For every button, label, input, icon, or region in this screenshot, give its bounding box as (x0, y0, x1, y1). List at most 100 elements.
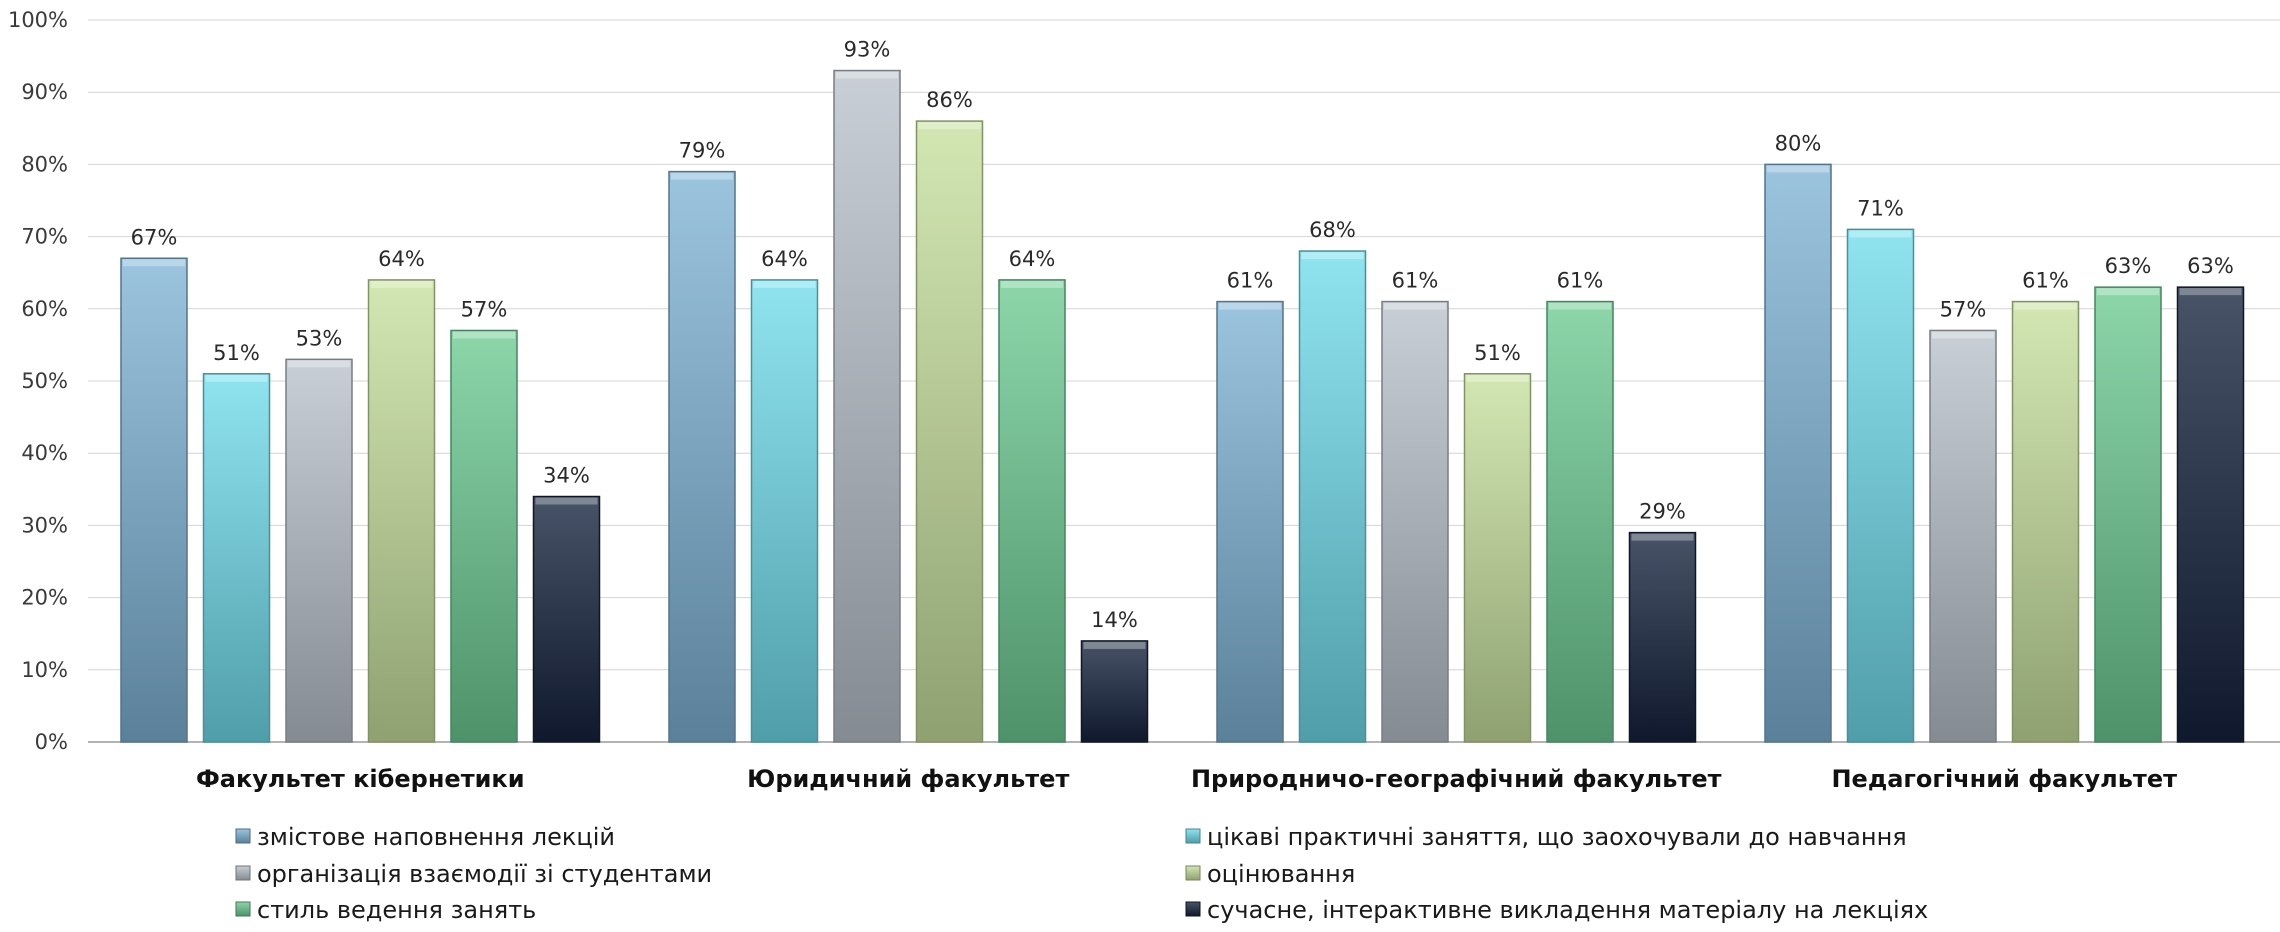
data-label: 57% (1940, 297, 1987, 321)
bar-highlight (1384, 302, 1446, 310)
bar-highlight (753, 280, 816, 288)
y-tick-label: 90% (21, 80, 68, 104)
y-tick-label: 50% (21, 369, 68, 393)
data-label: 93% (844, 38, 891, 62)
bars (120, 69, 2245, 743)
data-label: 61% (1557, 269, 1604, 293)
data-label: 86% (926, 88, 973, 112)
data-label: 51% (213, 341, 260, 365)
bar-highlight (918, 122, 981, 130)
bar-highlight (836, 71, 898, 79)
legend-swatch (1185, 901, 1201, 917)
bar (2094, 286, 2162, 743)
data-label: 71% (1857, 196, 1904, 220)
data-labels: 67% 51% 53% 64% 57% 34% 79% 64% 93% 86% 64% 14% 61% 6… (131, 38, 2234, 632)
bar (367, 279, 436, 743)
y-tick-label: 80% (21, 152, 68, 176)
y-tick-label: 40% (21, 441, 68, 465)
bar (1628, 531, 1697, 743)
bar (1463, 373, 1532, 743)
legend-swatch (1185, 865, 1201, 881)
legend-swatch (235, 865, 251, 881)
bar (1298, 250, 1367, 743)
legend-swatch (1185, 828, 1201, 844)
category-label: Юридичний факультет (747, 765, 1069, 793)
data-label: 68% (1309, 218, 1356, 242)
bar (750, 279, 819, 743)
data-label: 79% (679, 139, 726, 163)
y-tick-label: 100% (8, 8, 68, 32)
bar (450, 329, 518, 743)
y-axis-ticks: 0% 10% 20% 30% 40% 50% 60% 70% 80% 90% 100% (8, 8, 68, 754)
data-label: 14% (1091, 608, 1138, 632)
bar-highlight (1549, 302, 1611, 310)
data-label: 64% (378, 247, 425, 271)
data-label: 80% (1775, 131, 1822, 155)
data-label: 53% (296, 326, 343, 350)
bar (1846, 228, 1915, 743)
data-label: 64% (761, 247, 808, 271)
bar-highlight (2014, 302, 2077, 310)
data-label: 63% (2187, 254, 2234, 278)
bar (2176, 286, 2245, 743)
bar (1546, 300, 1614, 743)
bar-highlight (1301, 252, 1364, 260)
data-label: 61% (2022, 269, 2069, 293)
legend-item: стиль ведення занять (235, 896, 536, 924)
bar (915, 120, 984, 743)
y-tick-label: 10% (21, 658, 68, 682)
legend-item: сучасне, інтерактивне викладення матеріа… (1185, 896, 1928, 924)
category-label: Природничо-географічний факультет (1191, 765, 1722, 793)
legend-label: сучасне, інтерактивне викладення матеріа… (1207, 896, 1928, 924)
legend-label: цікаві практичні заняття, що заохочували… (1207, 823, 1907, 851)
data-label: 63% (2105, 254, 2152, 278)
bar (668, 170, 736, 743)
bar-highlight (123, 259, 185, 267)
legend-label: оцінювання (1207, 860, 1355, 888)
bar (120, 257, 188, 743)
bar-highlight (2097, 288, 2159, 296)
bar (998, 279, 1066, 743)
y-tick-label: 20% (21, 586, 68, 610)
legend-swatch (235, 828, 251, 844)
data-label: 61% (1227, 269, 1274, 293)
bar (532, 495, 601, 743)
data-label: 67% (131, 225, 178, 249)
legend-label: організація взаємодії зі студентами (257, 860, 712, 888)
bar (202, 373, 271, 743)
category-label: Факультет кібернетики (196, 765, 525, 793)
y-tick-label: 60% (21, 297, 68, 321)
data-label: 64% (1009, 247, 1056, 271)
bar (2011, 300, 2080, 743)
bar (1764, 163, 1832, 743)
bar-highlight (205, 374, 268, 382)
bar-highlight (288, 360, 350, 368)
bar (285, 358, 353, 743)
bar-highlight (453, 331, 515, 339)
bar (1381, 300, 1449, 743)
data-label: 61% (1392, 269, 1439, 293)
legend-label: стиль ведення занять (257, 896, 536, 924)
legend-swatch (235, 901, 251, 917)
y-tick-label: 70% (21, 225, 68, 249)
bar-highlight (370, 280, 433, 288)
bar-highlight (1219, 302, 1281, 310)
bar-highlight (1083, 641, 1146, 649)
bar-highlight (1849, 230, 1912, 238)
legend-item: змістове наповнення лекцій (235, 823, 615, 851)
legend-item: оцінювання (1185, 860, 1355, 888)
y-tick-label: 0% (35, 730, 68, 754)
bar-highlight (2179, 288, 2242, 296)
bar (1929, 329, 1997, 743)
data-label: 51% (1474, 341, 1521, 365)
bar (1080, 640, 1149, 743)
category-label: Педагогічний факультет (1831, 765, 2177, 793)
legend: змістове наповнення лекцій цікаві практич… (235, 823, 1928, 924)
bar-highlight (1001, 280, 1063, 288)
bar-highlight (1631, 533, 1694, 541)
bar-highlight (535, 497, 598, 505)
data-label: 34% (543, 464, 590, 488)
legend-item: організація взаємодії зі студентами (235, 860, 712, 888)
bar (833, 69, 901, 743)
